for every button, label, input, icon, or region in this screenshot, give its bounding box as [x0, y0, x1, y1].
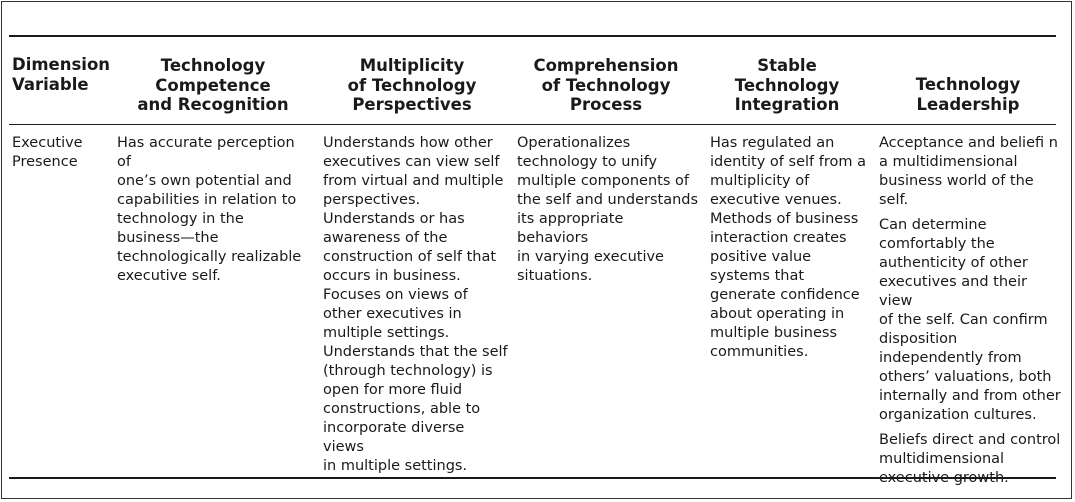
header-multiplicity: Multiplicity of Technology Perspectives	[347, 56, 477, 114]
integration-text-2: Methods of business interaction creates …	[710, 211, 860, 360]
multiplicity-text-4: Understands that the self (through techn…	[323, 344, 508, 474]
top-rule	[9, 35, 1056, 37]
header-rule	[9, 124, 1056, 125]
comprehension-text: Operationalizes technology to unify mult…	[517, 135, 699, 284]
cell-dimension: Executive Presence	[12, 134, 102, 172]
header-technology-leadership: Technology Leadership	[915, 75, 1021, 114]
header-comprehension: Comprehension of Technology Process	[533, 56, 679, 114]
integration-text-1: Has regulated an identity of self from a…	[710, 135, 866, 208]
competence-text: Has accurate perception of one’s own pot…	[117, 135, 302, 284]
cell-competence: Has accurate perception of one’s own pot…	[117, 134, 313, 286]
cell-leadership: Acceptance and beliefi n a multidimensio…	[879, 134, 1063, 488]
cell-multiplicity: Understands how other executives can vie…	[323, 134, 509, 476]
dimension-text: Executive Presence	[12, 135, 83, 170]
bottom-rule	[9, 477, 1056, 479]
leadership-text-2: Can determine comfortably the authentici…	[879, 217, 1061, 423]
multiplicity-text-3: Focuses on views of other executives in …	[323, 287, 468, 341]
header-dimension-variable: Dimension Variable	[12, 55, 111, 94]
header-technology-competence: Technology Competence and Recognition	[137, 56, 289, 114]
header-stable-integration: Stable Technology Integration	[734, 56, 840, 114]
leadership-text-1: Acceptance and beliefi n a multidimensio…	[879, 135, 1058, 208]
multiplicity-text-1: Understands how other executives can vie…	[323, 135, 504, 208]
cell-comprehension: Operationalizes technology to unify mult…	[517, 134, 699, 286]
leadership-text-3: Beliefs direct and control multidimensio…	[879, 432, 1061, 486]
cell-integration: Has regulated an identity of self from a…	[710, 134, 870, 362]
multiplicity-text-2: Understands or has awareness of the cons…	[323, 211, 497, 284]
